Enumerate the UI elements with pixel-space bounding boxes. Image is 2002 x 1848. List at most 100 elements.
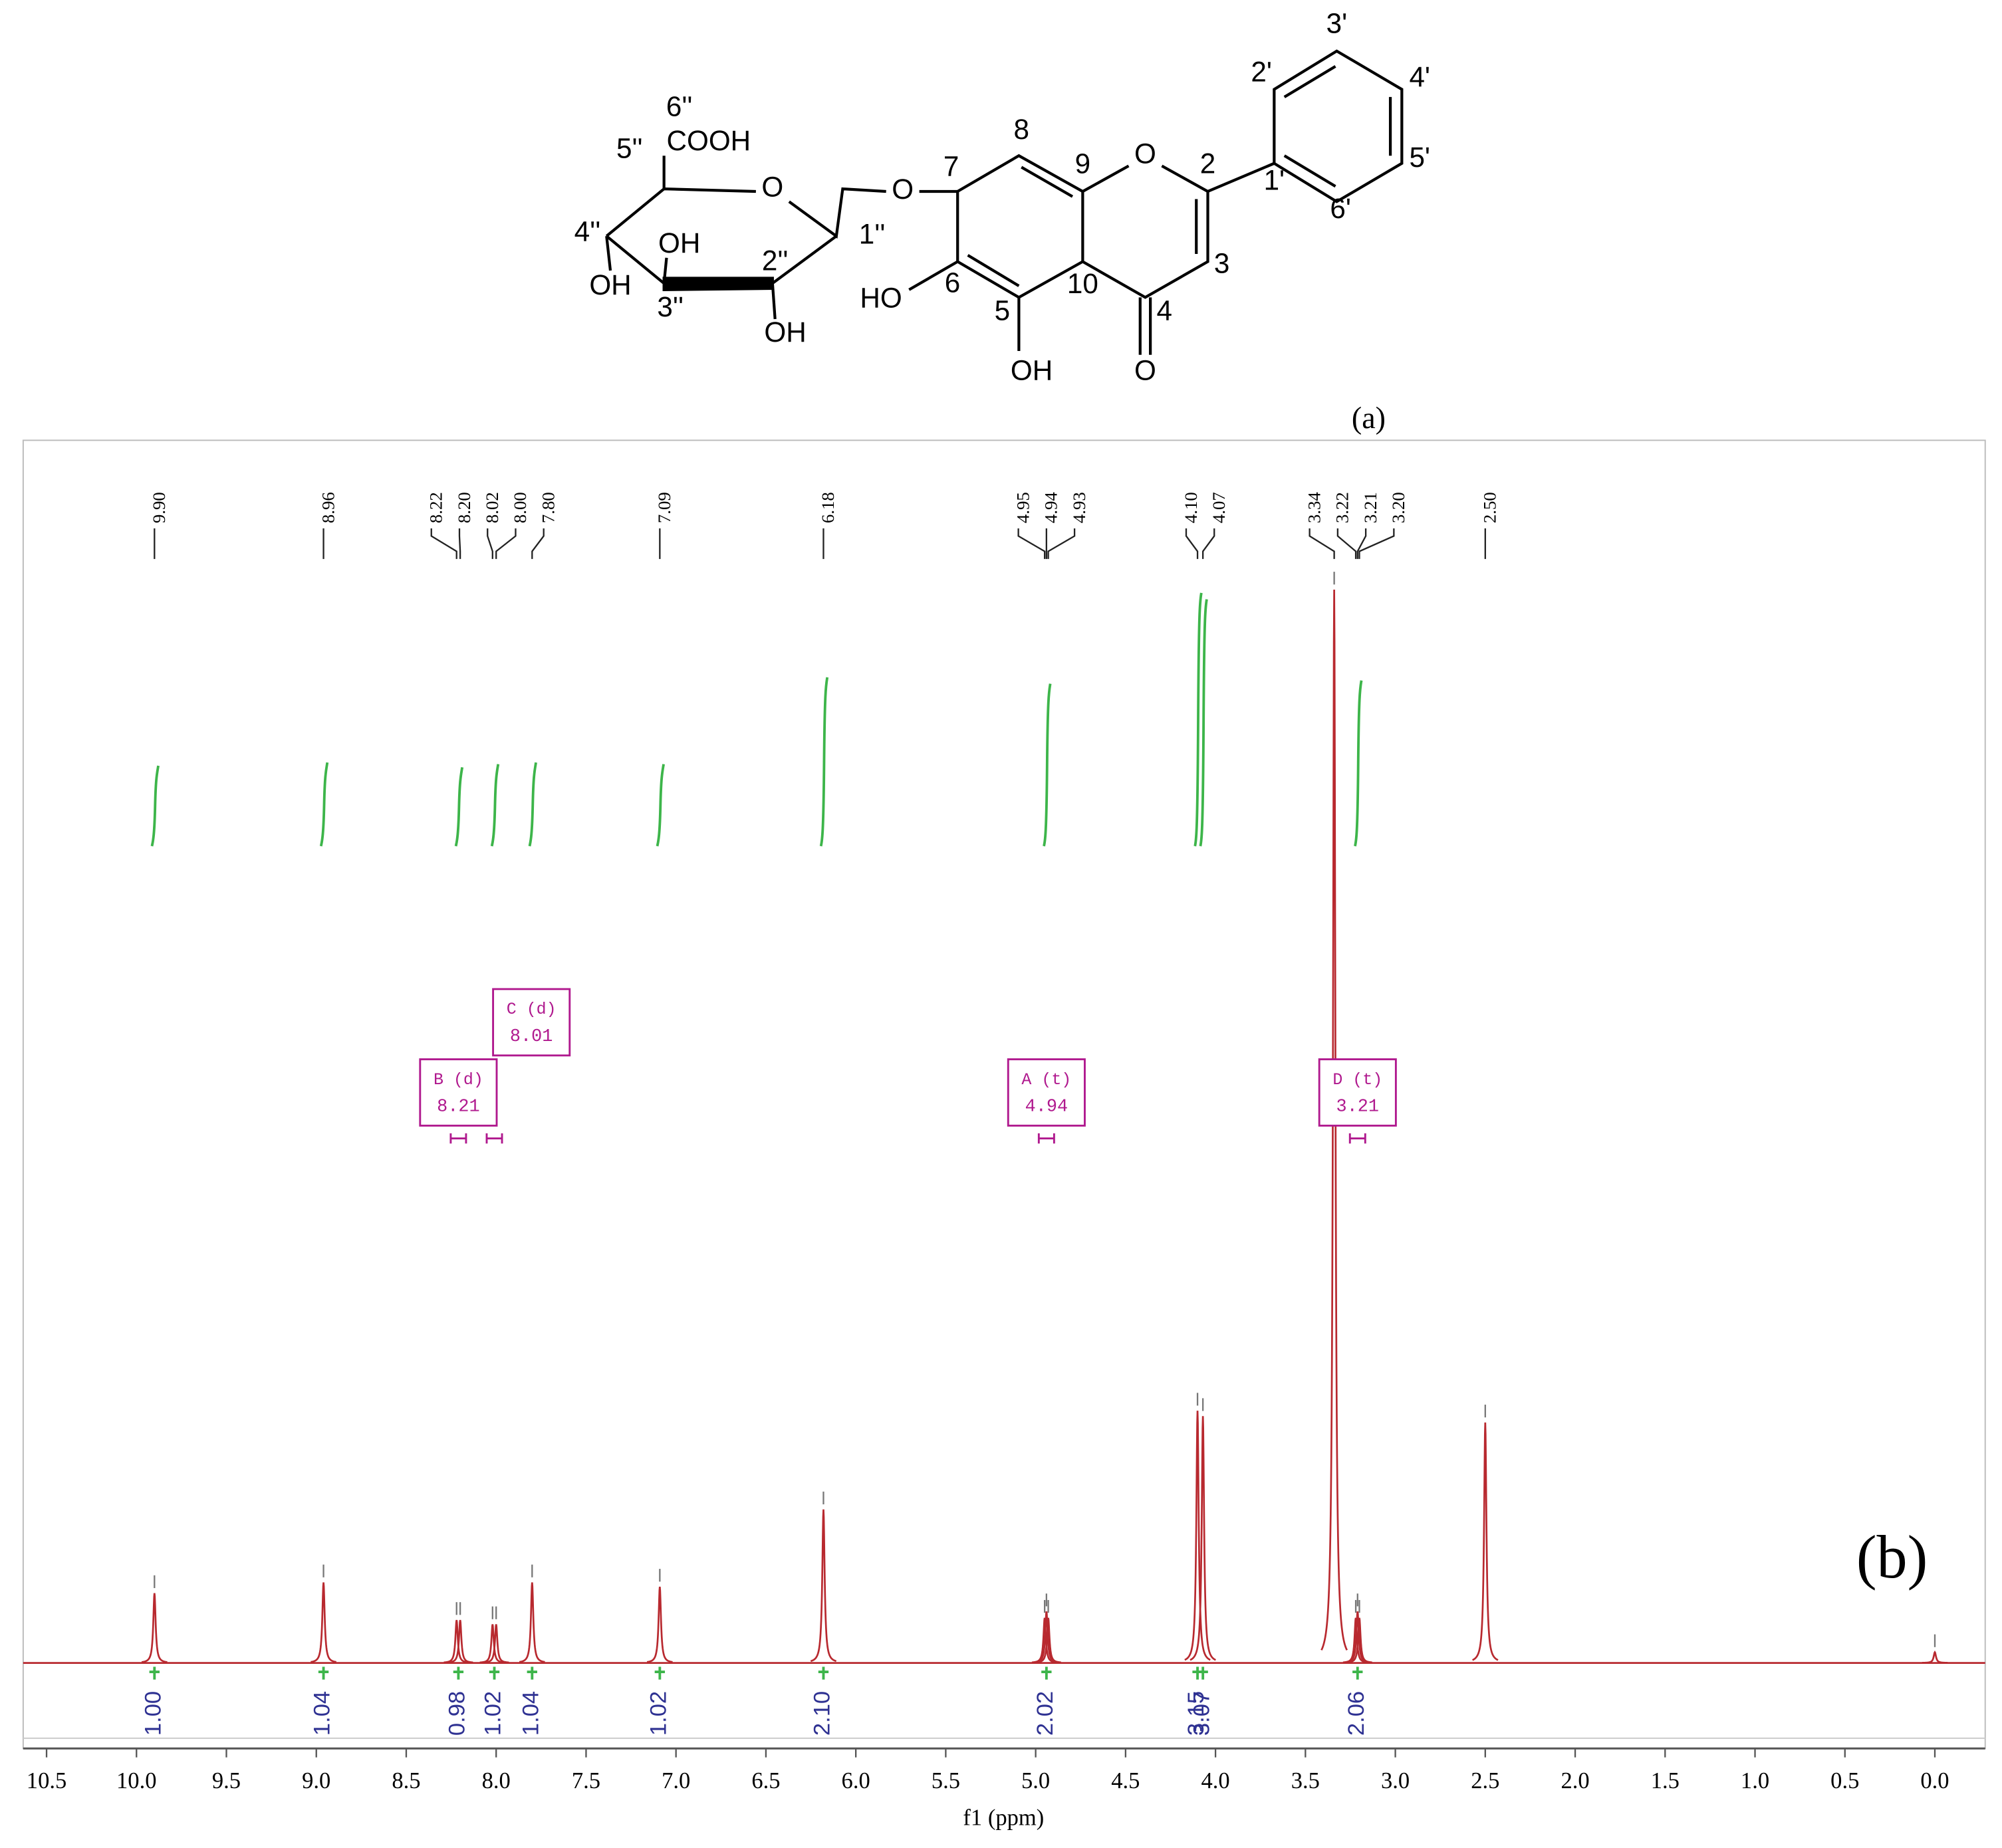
integral-bracket: [1197, 1667, 1208, 1680]
bond: [605, 235, 612, 271]
atom-label: 4': [1409, 61, 1430, 92]
bond: [1021, 166, 1074, 198]
multiplet-box: [1007, 1058, 1086, 1127]
panel-label: (a): [1352, 401, 1386, 435]
integral-label: 1.04: [518, 1691, 543, 1736]
multiplet-range: [1348, 1133, 1366, 1144]
integral-label: 1.00: [140, 1691, 166, 1736]
x-tick-label: 7.0: [662, 1768, 690, 1793]
integral-bracket: [453, 1667, 464, 1680]
plot-frame: [22, 439, 1986, 1750]
atom-label: 8: [1013, 114, 1029, 145]
x-axis-title: f1 (ppm): [963, 1805, 1044, 1831]
atom-label: 1': [1264, 165, 1285, 196]
atom-label: 3: [1214, 247, 1229, 279]
integral-curve: [1199, 599, 1208, 847]
x-tick-label: 1.5: [1651, 1768, 1680, 1793]
atom-label: 2: [1200, 148, 1215, 179]
atom-label: 2'': [762, 245, 789, 277]
x-tick-label: 6.0: [842, 1768, 870, 1793]
bond: [956, 154, 1084, 299]
atom-label: 5'': [616, 133, 643, 164]
integral-bracket: [1041, 1667, 1052, 1680]
multiplet-name: D (t): [1332, 1071, 1382, 1090]
peak: [646, 1586, 673, 1663]
atom-label: 3'': [657, 291, 684, 322]
atom-label: O: [1134, 355, 1156, 386]
peak: [1189, 1416, 1216, 1661]
x-tick-label: 8.0: [482, 1768, 511, 1793]
peak-leader: [1356, 528, 1367, 559]
multiplet-range: [485, 1133, 503, 1144]
atom-label: 6'': [666, 90, 693, 122]
multiplet-name: A (t): [1021, 1071, 1071, 1090]
peak-label: 8.00: [510, 492, 530, 523]
integral-curve: [1354, 680, 1363, 847]
peak-label: 3.20: [1388, 492, 1408, 523]
atom-label: 6: [945, 267, 960, 298]
multiplet-shift: 8.01: [510, 1027, 553, 1047]
integral-curve: [528, 762, 537, 847]
integral-bracket: [149, 1667, 160, 1680]
x-tick-label: 2.0: [1561, 1768, 1589, 1793]
panel-label: (b): [1856, 1523, 1928, 1591]
peak-leader: [1017, 528, 1046, 559]
multiplet-box: [419, 1058, 498, 1127]
multiplet-range: [1037, 1133, 1055, 1144]
bond: [1081, 164, 1209, 299]
peak-label: 3.21: [1360, 492, 1380, 523]
bond: [967, 254, 1020, 287]
bond: [1207, 162, 1275, 193]
peak-leader: [1202, 528, 1215, 559]
integral-label: 3.15: [1184, 1691, 1209, 1736]
peak-label: 4.10: [1181, 492, 1201, 523]
x-tick-label: 0.5: [1830, 1768, 1859, 1793]
x-tick-label: 3.0: [1381, 1768, 1410, 1793]
peak-leader: [1358, 528, 1395, 559]
peak: [447, 1619, 473, 1664]
bond: [1283, 65, 1336, 98]
integral-curve: [656, 764, 665, 847]
peak-label: 4.93: [1069, 492, 1089, 523]
peak: [1922, 1650, 1948, 1664]
peak-label: 7.09: [654, 492, 674, 523]
peak: [1320, 589, 1348, 1651]
x-tick-label: 10.5: [27, 1768, 66, 1793]
bond: [662, 257, 668, 284]
integral-bracket: [1352, 1667, 1363, 1680]
bond: [605, 235, 665, 285]
atom-label: OH: [589, 269, 631, 300]
peak: [141, 1593, 168, 1663]
peak-label: 7.80: [538, 492, 558, 523]
multiplet-box: [492, 988, 571, 1057]
peak-leader: [1309, 528, 1335, 559]
peak-label: 8.02: [482, 492, 502, 523]
peak: [1472, 1422, 1499, 1661]
integral-label: 2.06: [1344, 1691, 1369, 1736]
integral-curve: [319, 762, 329, 847]
x-tick-label: 5.0: [1021, 1768, 1050, 1793]
peak-label: 3.34: [1304, 492, 1324, 524]
peak: [1035, 1617, 1061, 1664]
x-tick-label: 4.5: [1111, 1768, 1140, 1793]
bond: [908, 260, 959, 291]
atom-label: 5: [995, 295, 1010, 326]
atom-label: 5': [1409, 142, 1430, 173]
atom-label: 4'': [574, 215, 601, 247]
integral-curve: [150, 765, 160, 847]
peak-label: 4.95: [1013, 492, 1033, 523]
atom-label: OH: [658, 227, 700, 259]
bond: [771, 235, 838, 285]
integral-curve: [490, 764, 500, 847]
peak-label: 2.50: [1480, 492, 1500, 523]
peak: [1346, 1617, 1372, 1664]
bond: [1273, 49, 1404, 203]
integral-curve: [1193, 592, 1203, 847]
atom-label: 10: [1067, 268, 1098, 299]
integral-curve: [454, 767, 464, 847]
atom-label: OH: [1011, 355, 1053, 386]
multiplet-name: C (d): [507, 1000, 557, 1019]
x-tick-label: 10.0: [116, 1768, 156, 1793]
peak-leader: [430, 528, 457, 559]
